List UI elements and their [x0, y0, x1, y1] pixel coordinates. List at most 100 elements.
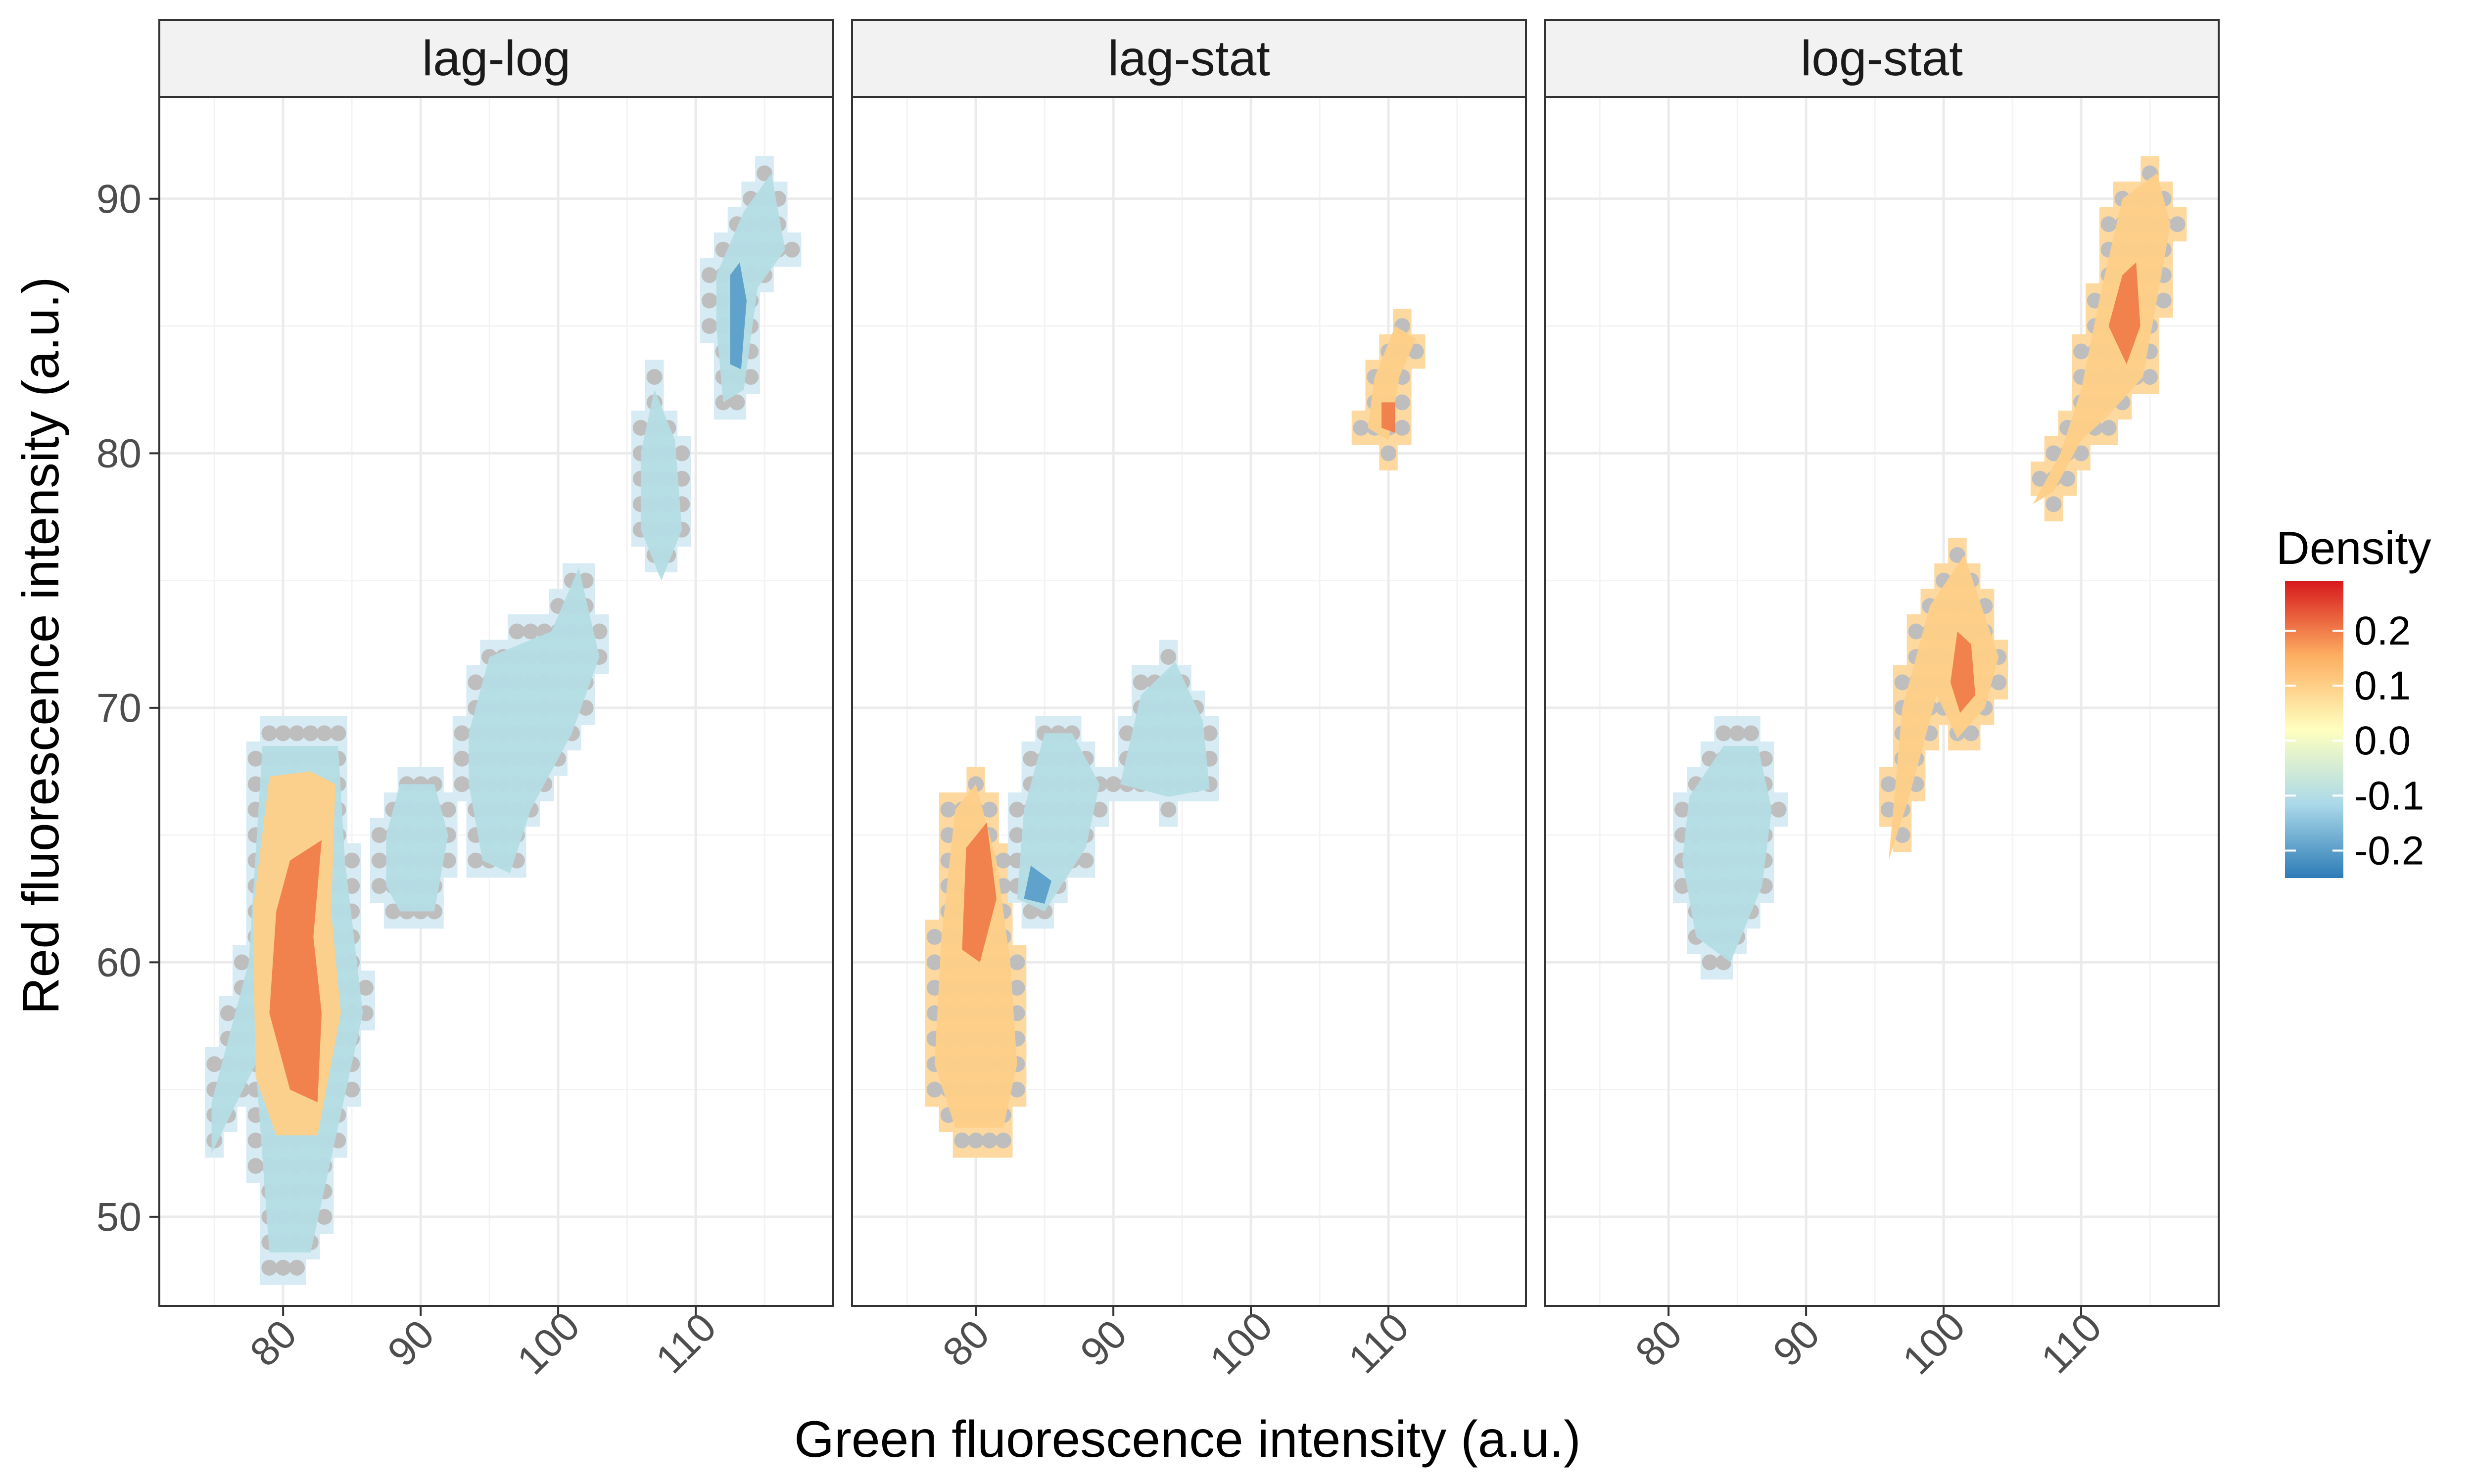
data-point: [701, 267, 717, 283]
data-point: [926, 954, 943, 971]
facet-panel-log-stat: log-stat 80 90 100 110: [1544, 19, 2220, 1383]
y-tick-label: 80: [96, 431, 142, 476]
data-point: [468, 852, 484, 869]
data-point: [926, 1081, 943, 1098]
data-point: [468, 674, 484, 691]
density-contours: [934, 326, 1416, 1128]
data-point: [1894, 827, 1910, 843]
y-tick-label: 50: [96, 1195, 142, 1240]
data-point: [371, 852, 387, 869]
legend-colorbar: [2285, 581, 2343, 878]
data-point: [1160, 801, 1177, 818]
data-point: [2073, 445, 2090, 462]
data-point: [1702, 954, 1718, 971]
data-point: [1009, 979, 1025, 996]
data-point: [729, 394, 745, 411]
facet-panel-lag-stat: lag-stat 80 90 100 110: [851, 19, 1527, 1383]
data-point: [385, 903, 401, 920]
data-point: [1009, 954, 1025, 971]
y-axis-title: Red fluorescence intensity (a.u.): [12, 277, 70, 1014]
data-point: [1880, 801, 1897, 818]
data-point: [1023, 750, 1039, 767]
data-point: [316, 1208, 333, 1225]
data-point: [1949, 547, 1965, 563]
y-axis: 50 60 70 80 90: [96, 177, 159, 1240]
data-point: [968, 1132, 984, 1149]
data-point: [940, 801, 956, 818]
facet-panel-lag-log: lag-log 80 90 100 110: [158, 19, 834, 1383]
data-point: [1674, 801, 1690, 818]
data-point: [2032, 470, 2048, 487]
legend-label: 0.1: [2354, 663, 2411, 708]
density-region: [1951, 631, 1975, 713]
data-point: [206, 1056, 223, 1072]
x-tick-label: 110: [647, 1304, 725, 1382]
data-point: [1009, 801, 1025, 818]
data-point: [995, 852, 1011, 869]
x-tick-label: 110: [2033, 1304, 2110, 1382]
data-point: [523, 623, 539, 640]
x-tick-label: 100: [509, 1303, 588, 1383]
data-point: [2046, 445, 2062, 462]
data-point: [220, 1005, 236, 1021]
data-point: [2100, 216, 2117, 232]
data-point: [261, 725, 278, 742]
data-point: [1963, 725, 1979, 742]
x-tick-label: 80: [1627, 1311, 1691, 1375]
density-region: [640, 389, 682, 581]
y-tick-label: 60: [96, 940, 142, 985]
x-tick-label: 110: [1340, 1304, 1418, 1382]
data-point: [1160, 649, 1177, 665]
data-point: [1009, 1081, 1025, 1098]
data-point: [440, 801, 456, 818]
data-point: [454, 750, 470, 767]
density-legend: Density 0.2 0.1 0.0 -0.1 -0.2: [2276, 522, 2431, 878]
data-point: [247, 776, 264, 792]
density-region: [1888, 555, 1999, 861]
legend-label: 0.0: [2354, 718, 2411, 763]
facet-strip: [158, 19, 834, 98]
facet-strip-label: lag-stat: [1108, 31, 1270, 86]
data-point: [757, 165, 773, 182]
x-tick-label: 100: [1201, 1303, 1281, 1383]
x-tick-label: 90: [379, 1311, 443, 1375]
data-point: [344, 1081, 360, 1098]
legend-label: -0.2: [2354, 828, 2424, 873]
density-region: [1017, 733, 1100, 912]
density-region: [962, 822, 997, 963]
data-point: [968, 776, 984, 792]
data-point: [1991, 674, 2007, 691]
data-point: [646, 369, 663, 385]
data-point: [288, 1259, 305, 1276]
data-point: [1770, 801, 1787, 818]
density-region: [1120, 662, 1210, 797]
data-point: [1894, 674, 1910, 691]
x-axis-title: Green fluorescence intensity (a.u.): [794, 1411, 1581, 1468]
data-point: [701, 318, 717, 334]
data-point: [371, 878, 387, 894]
data-point: [234, 954, 250, 971]
data-point: [926, 928, 943, 945]
data-point: [247, 750, 264, 767]
data-point: [454, 725, 470, 742]
data-point: [2059, 470, 2076, 487]
data-point: [1729, 725, 1746, 742]
data-point: [2169, 216, 2186, 232]
data-point: [275, 725, 291, 742]
facet-strip-label: log-stat: [1801, 31, 1963, 86]
density-region: [2033, 173, 2171, 505]
data-point: [2100, 419, 2117, 436]
data-point: [357, 979, 374, 996]
facet-strip-label: lag-log: [422, 31, 571, 86]
density-region: [730, 262, 747, 370]
data-point: [954, 1132, 970, 1149]
data-point: [509, 623, 525, 640]
panel-border: [158, 96, 834, 1307]
data-point: [302, 725, 319, 742]
data-point: [1009, 827, 1025, 843]
x-tick-label: 90: [1072, 1311, 1136, 1375]
data-point: [1715, 725, 1732, 742]
panel-border: [1544, 96, 2220, 1307]
data-point: [1092, 801, 1108, 818]
